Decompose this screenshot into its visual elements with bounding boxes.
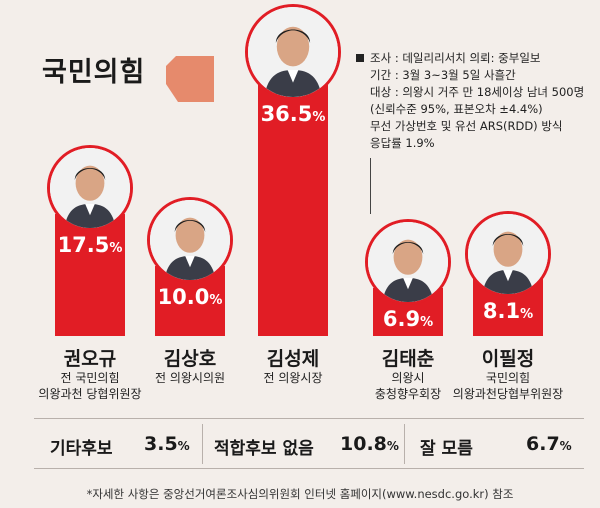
candidate-photo <box>365 218 451 305</box>
survey-line: (신뢰수준 95%, 표본오차 ±4.4%) <box>370 102 543 116</box>
divider-top <box>34 418 584 419</box>
bar-value-label: 36.5% <box>248 102 338 126</box>
candidate-photo <box>147 197 233 284</box>
other-value-number: 10.8 <box>340 433 387 455</box>
person-portrait-icon <box>150 200 230 281</box>
party-mark-shape <box>166 56 214 102</box>
bar-value-number: 6.9 <box>382 306 421 331</box>
survey-lines: 조사 : 데일리리서치 의뢰: 중부일보 기간 : 3월 3~3월 5일 사흘간… <box>370 50 584 152</box>
percent-unit: % <box>520 306 534 322</box>
percent-unit: % <box>559 439 572 453</box>
bullet-square-icon <box>356 54 364 62</box>
person-portrait-icon <box>248 6 338 97</box>
party-title: 국민의힘 <box>42 57 146 88</box>
divider-vertical <box>202 424 203 464</box>
bar-value-number: 8.1 <box>482 298 521 323</box>
survey-line: 무선 가상번호 및 유선 ARS(RDD) 방식 <box>370 119 563 133</box>
bar-value-number: 10.0 <box>157 285 210 310</box>
divider-bottom <box>34 468 584 469</box>
percent-unit: % <box>312 109 326 125</box>
other-value-unknown: 6.7% <box>526 433 572 455</box>
bar-value-label: 17.5% <box>45 233 135 257</box>
candidate-name: 이필정 <box>481 348 535 370</box>
survey-separator <box>370 158 371 214</box>
bar-value-label: 8.1% <box>463 299 553 323</box>
candidate-photo <box>465 210 551 297</box>
party-mark-polygon <box>166 56 214 102</box>
candidate-role-line: 의왕과천 당협위원장 <box>38 387 142 401</box>
divider-vertical <box>404 424 405 464</box>
survey-line: 기간 : 3월 3~3월 5일 사흘간 <box>370 68 516 82</box>
footnote: *자세한 사항은 중앙선거여론조사심의위원회 인터넷 홈페이지(www.nesd… <box>86 487 514 501</box>
candidate-photo <box>47 144 133 231</box>
candidate-role-line: 전 의왕시의원 <box>154 371 226 385</box>
candidate-photo <box>245 3 341 100</box>
candidate-name: 김태춘 <box>381 348 435 370</box>
survey-line: 응답률 1.9% <box>370 136 435 150</box>
candidate-role-line: 의왕과천당협부위원장 <box>452 387 564 401</box>
person-portrait-icon <box>50 147 130 228</box>
candidate-role: 전 의왕시장 <box>223 370 363 386</box>
candidate-name: 김상호 <box>163 348 217 370</box>
candidate-role-line: 전 의왕시장 <box>263 371 323 385</box>
other-label-etc: 기타후보 <box>50 439 113 459</box>
candidate-name: 김성제 <box>266 348 320 370</box>
person-portrait-icon <box>468 213 548 294</box>
other-value-etc: 3.5% <box>144 433 190 455</box>
other-label-unknown: 잘 모름 <box>420 439 473 459</box>
percent-unit: % <box>209 293 223 309</box>
candidate-name: 권오규 <box>63 348 117 370</box>
candidate-role-line: 의왕시 <box>391 371 425 385</box>
candidate-role-line: 국민의힘 <box>485 371 531 385</box>
person-portrait-icon <box>368 221 448 302</box>
percent-unit: % <box>109 240 123 256</box>
bar <box>258 80 328 336</box>
bar-value-number: 36.5 <box>260 101 313 126</box>
other-value-number: 3.5 <box>144 433 178 455</box>
survey-line: 조사 : 데일리리서치 의뢰: 중부일보 <box>370 51 541 65</box>
bar-value-number: 17.5 <box>57 232 110 257</box>
candidate-role-line: 충청향우회장 <box>374 387 442 401</box>
other-value-number: 6.7 <box>526 433 560 455</box>
bar-value-label: 10.0% <box>145 285 235 309</box>
candidate-role-line: 전 국민의힘 <box>60 371 120 385</box>
percent-unit: % <box>386 439 399 453</box>
percent-unit: % <box>420 314 434 330</box>
bar <box>55 213 125 336</box>
bar-value-label: 6.9% <box>363 307 453 331</box>
percent-unit: % <box>177 439 190 453</box>
other-label-none: 적합후보 없음 <box>214 439 314 459</box>
other-value-none: 10.8% <box>340 433 399 455</box>
candidate-role: 전 의왕시의원 <box>120 370 260 386</box>
survey-line: 대상 : 의왕시 거주 만 18세이상 남녀 500명 <box>370 85 585 99</box>
